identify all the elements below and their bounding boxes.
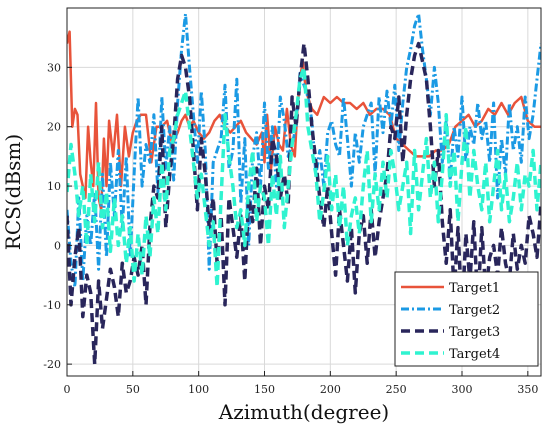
- legend-label-target1: Target1: [449, 281, 500, 296]
- legend-label-target4: Target4: [449, 347, 500, 362]
- y-tick-label: 10: [47, 180, 61, 193]
- x-tick-label: 200: [320, 383, 341, 396]
- x-axis-ticks: 0 50 100 150 200 250 300 350: [64, 371, 538, 396]
- y-axis-ticks: -20 -10 0 10 20 30: [43, 61, 72, 371]
- plot-frame: [66, 7, 542, 377]
- y-tick-label: 0: [54, 239, 61, 252]
- y-tick-label: -10: [43, 299, 61, 312]
- legend: Target1 Target2 Target3 Target4: [394, 271, 539, 367]
- series-line-target4: [67, 65, 541, 289]
- x-tick-label: 0: [64, 383, 71, 396]
- x-tick-label: 100: [188, 383, 209, 396]
- series-layer: [67, 12, 541, 366]
- x-tick-label: 50: [126, 383, 140, 396]
- legend-label-target3: Target3: [449, 325, 500, 340]
- x-tick-label: 250: [386, 383, 407, 396]
- legend-label-target2: Target2: [449, 303, 500, 318]
- y-tick-label: 30: [47, 61, 61, 74]
- y-axis-title: RCS(dBsm): [1, 134, 25, 250]
- x-tick-label: 150: [254, 383, 275, 396]
- x-tick-label: 300: [452, 383, 473, 396]
- y-tick-label: -20: [43, 358, 61, 371]
- x-axis-title: Azimuth(degree): [218, 400, 389, 424]
- x-tick-label: 350: [517, 383, 538, 396]
- y-tick-label: 20: [47, 121, 61, 134]
